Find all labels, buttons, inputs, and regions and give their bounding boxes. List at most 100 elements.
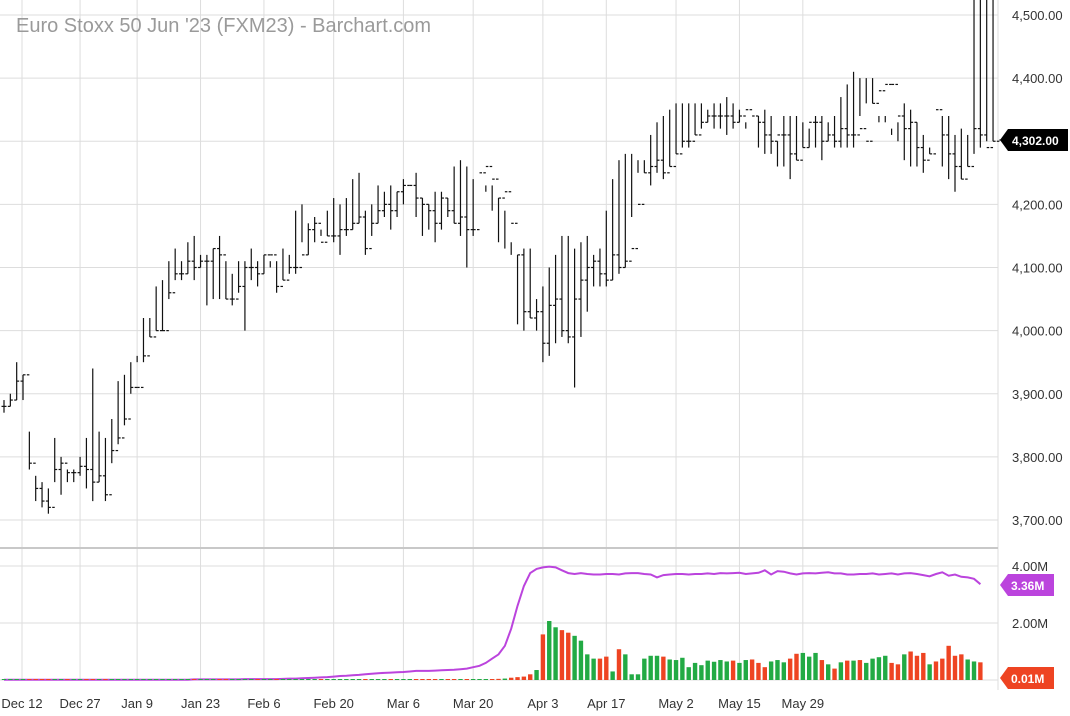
price-bar <box>413 172 419 217</box>
price-bar <box>356 172 362 224</box>
volume-bar <box>800 652 806 680</box>
volume-bar <box>914 655 920 680</box>
price-bar <box>749 109 755 117</box>
volume-bar <box>927 664 932 680</box>
price-tick-label: 4,400.00 <box>1012 71 1063 86</box>
volume-bar <box>65 679 70 680</box>
volume-bar <box>249 679 254 680</box>
price-bar <box>730 103 736 129</box>
price-bar <box>565 235 571 344</box>
volume-bar <box>806 656 812 680</box>
volume-bar <box>46 679 51 680</box>
price-bar <box>711 103 717 129</box>
price-bar <box>895 83 901 142</box>
volume-bar <box>293 679 298 680</box>
volume-bar <box>876 657 882 680</box>
price-bar <box>419 197 425 236</box>
volume-bar <box>255 679 260 680</box>
price-bar <box>286 254 292 281</box>
price-bar <box>813 116 819 148</box>
volume-bar <box>718 660 723 680</box>
volume-bar <box>306 679 311 680</box>
x-tick-label: May 15 <box>718 696 761 711</box>
price-bar <box>318 222 324 243</box>
price-bar <box>990 0 996 149</box>
volume-bar <box>711 661 717 680</box>
price-bar <box>381 191 387 217</box>
price-bar <box>610 179 616 281</box>
volume-bar <box>134 679 140 680</box>
volume-bar <box>109 679 114 680</box>
volume-bar <box>382 679 387 680</box>
x-tick-label: Jan 9 <box>121 696 153 711</box>
volume-bar <box>648 655 653 680</box>
volume-bar <box>654 655 660 680</box>
price-bar <box>882 83 888 123</box>
price-bar <box>515 222 521 325</box>
volume-bar <box>337 679 343 680</box>
price-bar <box>889 83 895 135</box>
price-bar <box>774 134 780 167</box>
x-tick-label: Dec 27 <box>59 696 100 711</box>
volume-bar <box>356 679 362 680</box>
price-bar <box>109 419 115 496</box>
price-bar <box>705 109 711 123</box>
price-bar <box>838 97 844 148</box>
price-bar <box>591 254 597 287</box>
price-bar <box>698 103 704 136</box>
volume-bar <box>14 679 19 680</box>
price-bar <box>622 153 628 269</box>
volume-bar <box>724 661 729 680</box>
volume-bar <box>432 679 438 680</box>
price-bar <box>470 179 476 236</box>
volume-bar <box>547 621 552 680</box>
x-tick-label: Dec 12 <box>1 696 42 711</box>
price-bar <box>400 179 406 205</box>
price-bar <box>71 469 77 483</box>
price-bar <box>223 254 229 300</box>
price-bar <box>198 254 204 269</box>
volume-bar <box>971 661 977 680</box>
price-bar <box>261 254 267 275</box>
price-bar <box>160 280 165 332</box>
volume-bar <box>166 679 172 680</box>
price-bar <box>102 437 108 502</box>
price-bar <box>20 374 26 401</box>
y-axis: 4,500.004,400.004,300.004,200.004,100.00… <box>1012 8 1063 631</box>
volume-bar <box>642 658 647 680</box>
volume-bar <box>762 667 767 680</box>
volume-bar <box>401 679 406 680</box>
volume-bar <box>768 661 774 680</box>
volume-bar <box>344 679 349 680</box>
volume-bar <box>236 679 241 680</box>
volume-bar <box>889 662 894 680</box>
price-bar <box>255 261 261 287</box>
volume-bar <box>464 679 470 680</box>
price-bar <box>654 122 660 173</box>
volume-bar <box>230 679 235 680</box>
volume-bar <box>559 630 565 680</box>
volume-bar <box>84 679 89 680</box>
price-bar <box>920 134 926 173</box>
price-bar <box>641 160 647 205</box>
price-bar <box>736 109 742 123</box>
volume-bar <box>832 668 837 680</box>
volume-bar <box>781 662 787 680</box>
price-bar <box>312 217 318 243</box>
volume-bar <box>483 679 489 680</box>
volume-bar <box>217 679 222 680</box>
volume-bar <box>534 670 539 680</box>
value-tags: 4,302.00 3.36M 0.01M <box>1000 128 1068 689</box>
volume-bar <box>610 671 615 680</box>
volume-bar <box>147 679 153 680</box>
price-bar <box>337 204 343 255</box>
volume-bar <box>566 632 571 680</box>
price-bar <box>248 248 254 281</box>
price-bar <box>825 122 831 142</box>
volume-bar <box>883 655 888 680</box>
volume-label: 0.01M <box>1011 672 1044 686</box>
volume-bar <box>445 679 450 680</box>
volume-bar <box>172 679 178 680</box>
price-bar <box>236 261 242 300</box>
